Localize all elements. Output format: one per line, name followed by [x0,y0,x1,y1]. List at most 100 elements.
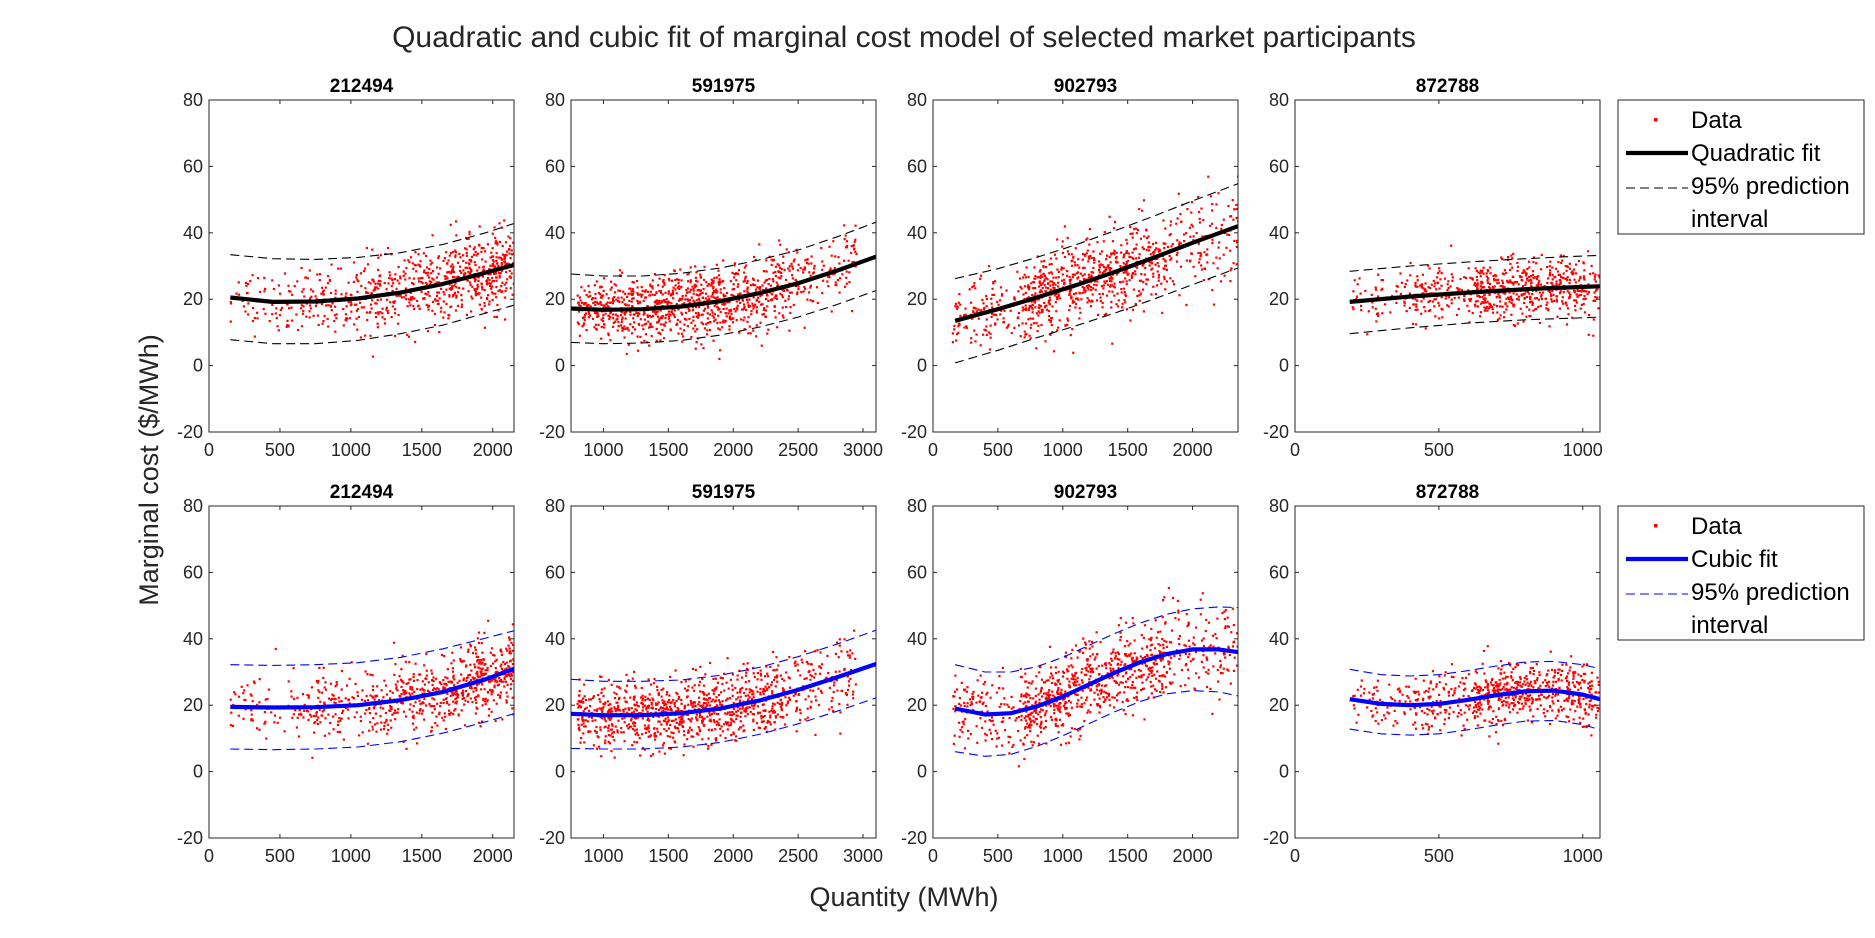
data-point [985,305,988,308]
data-point [1499,300,1502,303]
data-point [440,306,443,309]
data-point [1113,220,1117,223]
data-point [579,299,582,302]
data-point [1132,288,1135,291]
data-point [643,727,647,730]
data-point [770,293,773,296]
data-point [584,302,587,305]
data-point [389,301,392,304]
data-point [467,270,470,274]
data-point [600,688,604,691]
data-point [1171,243,1174,246]
data-point [1438,270,1441,273]
data-point [493,686,496,689]
data-point [387,246,390,250]
data-point [1571,270,1574,273]
data-point [476,637,479,640]
data-point [420,280,423,284]
data-point [709,284,712,287]
data-point [983,306,986,309]
data-point [1424,282,1427,285]
data-point [489,679,492,682]
data-point [1583,295,1586,298]
data-point [693,324,697,327]
data-point [717,269,720,272]
data-point [657,320,660,323]
data-point [1450,302,1453,305]
data-point [507,664,510,668]
data-point [462,254,465,257]
data-point [981,298,984,301]
data-point [296,716,299,719]
data-point [494,719,497,722]
data-point [264,698,267,701]
data-point [449,694,452,697]
data-point [690,321,693,324]
data-point [594,303,597,307]
data-point [1420,286,1423,289]
data-point [1118,281,1122,284]
data-point [468,686,472,690]
data-point [714,318,717,321]
data-point [593,284,596,287]
data-point [396,680,399,683]
data-point [959,303,962,306]
data-point [1558,273,1561,277]
data-point [1095,299,1099,302]
data-point [452,676,455,679]
data-point [416,688,419,691]
data-point [348,317,352,320]
data-point [483,302,486,305]
data-point [489,651,492,654]
data-point [1136,294,1139,297]
data-point [838,262,841,265]
data-point [1052,282,1055,285]
data-point [636,741,639,744]
data-point [690,735,693,738]
data-point [1212,262,1215,265]
data-point [463,724,467,727]
data-point [648,735,651,738]
data-point [604,735,607,738]
data-point [229,301,232,304]
data-point [473,666,477,669]
data-point [1081,286,1084,289]
data-point [1180,220,1183,223]
data-point [1051,283,1055,286]
data-point [669,735,672,738]
data-point [1137,229,1140,232]
data-point [1484,301,1487,304]
data-point [631,280,634,284]
data-point [310,295,313,298]
data-point [622,708,625,711]
data-point [1565,304,1568,307]
data-point [787,267,790,270]
data-point [651,697,654,700]
data-point [393,641,396,644]
data-point [779,277,782,280]
y-tick-label: 40 [183,223,203,243]
data-point [246,684,249,687]
data-point [476,285,479,288]
data-point [988,348,992,351]
data-point [1087,288,1090,291]
data-point [673,740,676,743]
data-point [703,717,706,720]
data-point [837,256,840,259]
data-point [385,308,388,311]
data-point [1068,290,1071,293]
data-point [660,301,663,304]
data-point [1215,203,1218,206]
data-point [347,717,350,720]
data-point [302,305,305,308]
data-point [509,237,512,240]
data-point [854,250,857,253]
data-point [453,284,456,287]
data-point [657,692,660,695]
data-point [427,681,430,684]
data-point [1017,316,1020,319]
data-point [1499,285,1502,288]
data-point [1505,271,1508,274]
data-point [1427,264,1430,267]
data-point [453,684,456,687]
